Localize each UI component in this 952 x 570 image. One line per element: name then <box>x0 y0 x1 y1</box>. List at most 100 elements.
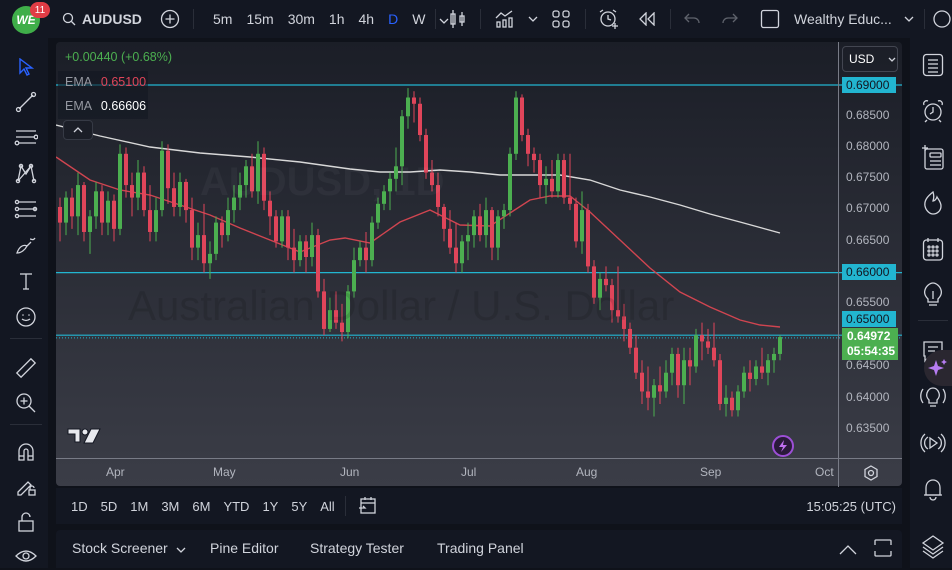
candle-body[interactable] <box>310 235 314 257</box>
candle-body[interactable] <box>442 206 446 229</box>
level-tag-065[interactable]: 0.65000 <box>842 311 896 327</box>
candle-body[interactable] <box>670 353 674 373</box>
candle-body[interactable] <box>640 372 644 392</box>
candle-body[interactable] <box>280 216 284 242</box>
ruler-tool[interactable] <box>12 354 40 382</box>
level-tag-066[interactable]: 0.66000 <box>842 264 896 280</box>
candle-body[interactable] <box>598 278 602 298</box>
candle-body[interactable] <box>358 247 362 261</box>
expand-panel-button[interactable] <box>839 542 857 558</box>
candle-body[interactable] <box>652 385 656 398</box>
candle-body[interactable] <box>688 360 692 367</box>
candle-body[interactable] <box>502 210 506 217</box>
candle-body[interactable] <box>262 153 266 201</box>
candle-body[interactable] <box>580 210 584 242</box>
candle-body[interactable] <box>226 210 230 236</box>
candle-body[interactable] <box>340 322 344 333</box>
hide-drawings-tool[interactable] <box>12 542 40 570</box>
emoji-tool[interactable] <box>12 303 40 331</box>
range-1y[interactable]: 1Y <box>262 498 279 514</box>
candle-body[interactable] <box>274 216 278 242</box>
candle-body[interactable] <box>460 241 464 264</box>
go-to-date-button[interactable] <box>358 495 378 518</box>
candle-body[interactable] <box>346 291 350 333</box>
candle-body[interactable] <box>352 260 356 292</box>
candle-body[interactable] <box>178 181 182 207</box>
candle-body[interactable] <box>76 185 80 217</box>
text-tool[interactable] <box>12 267 40 295</box>
candle-body[interactable] <box>712 347 716 361</box>
chart-settings-button[interactable] <box>863 465 879 486</box>
candle-body[interactable] <box>400 116 404 167</box>
candle-body[interactable] <box>646 391 650 398</box>
notifications-button[interactable] <box>918 474 948 504</box>
layout-checkbox[interactable] <box>760 0 780 38</box>
candle-body[interactable] <box>496 216 500 248</box>
candle-body[interactable] <box>772 353 776 361</box>
create-alert-button[interactable] <box>598 0 620 38</box>
streams-button[interactable] <box>918 382 948 412</box>
candle-body[interactable] <box>766 360 770 373</box>
ema-fast-legend[interactable]: EMA 0.65100 <box>65 75 147 89</box>
range-ytd[interactable]: YTD <box>223 498 250 514</box>
flash-button[interactable] <box>772 435 794 457</box>
candle-body[interactable] <box>628 328 632 348</box>
candle-body[interactable] <box>172 188 176 207</box>
candle-body[interactable] <box>208 253 212 264</box>
candle-body[interactable] <box>700 335 704 342</box>
candle-body[interactable] <box>616 310 620 317</box>
magnet-tool[interactable] <box>12 438 40 466</box>
candle-body[interactable] <box>550 178 554 192</box>
hotlists-button[interactable] <box>918 188 948 218</box>
candle-body[interactable] <box>394 166 398 179</box>
compare-symbol-button[interactable] <box>160 0 180 38</box>
candle-body[interactable] <box>526 135 530 154</box>
candle-body[interactable] <box>364 247 368 261</box>
candle-body[interactable] <box>118 153 122 229</box>
candle-body[interactable] <box>472 216 476 236</box>
range-1d[interactable]: 1D <box>71 498 88 514</box>
ema-slow-legend[interactable]: EMA 0.66606 <box>65 99 147 113</box>
quick-search-button[interactable] <box>932 0 952 38</box>
candle-body[interactable] <box>664 372 668 392</box>
layout-dropdown[interactable] <box>904 0 914 38</box>
lock-drawings-tool[interactable] <box>12 472 40 500</box>
candle-body[interactable] <box>730 397 734 411</box>
alerts-button[interactable] <box>918 96 948 126</box>
candle-body[interactable] <box>418 103 422 136</box>
candle-body[interactable] <box>106 200 110 223</box>
tab-stock-screener[interactable]: Stock Screener <box>72 540 168 556</box>
candle-body[interactable] <box>232 197 236 211</box>
candle-body[interactable] <box>466 235 470 242</box>
candle-body[interactable] <box>112 200 116 229</box>
candle-body[interactable] <box>370 222 374 261</box>
candle-body[interactable] <box>622 316 626 329</box>
candle-body[interactable] <box>328 310 332 329</box>
candle-body[interactable] <box>316 235 320 292</box>
range-5d[interactable]: 5D <box>100 498 118 514</box>
candle-body[interactable] <box>574 203 578 242</box>
candle-body[interactable] <box>244 166 248 186</box>
ai-assistant-button[interactable] <box>924 350 952 386</box>
object-tree-button[interactable] <box>918 142 948 172</box>
trend-line-tool[interactable] <box>12 88 40 116</box>
candle-body[interactable] <box>250 166 254 192</box>
maximize-panel-button[interactable] <box>874 539 892 560</box>
candle-body[interactable] <box>298 241 302 261</box>
candle-body[interactable] <box>568 197 572 204</box>
candle-body[interactable] <box>94 191 98 217</box>
undo-button[interactable] <box>684 0 700 38</box>
candle-body[interactable] <box>166 150 170 189</box>
tab-trading-panel[interactable]: Trading Panel <box>437 540 524 556</box>
indicators-button[interactable] <box>494 0 516 38</box>
candle-body[interactable] <box>130 185 134 198</box>
candle-body[interactable] <box>64 197 68 223</box>
candle-body[interactable] <box>142 172 146 211</box>
chart-type-button[interactable] <box>448 0 468 38</box>
timeframe-30m[interactable]: 30m <box>287 11 315 27</box>
candle-body[interactable] <box>478 216 482 236</box>
candle-body[interactable] <box>742 372 746 392</box>
candle-body[interactable] <box>334 310 338 323</box>
candle-body[interactable] <box>190 210 194 248</box>
candle-body[interactable] <box>160 150 164 211</box>
